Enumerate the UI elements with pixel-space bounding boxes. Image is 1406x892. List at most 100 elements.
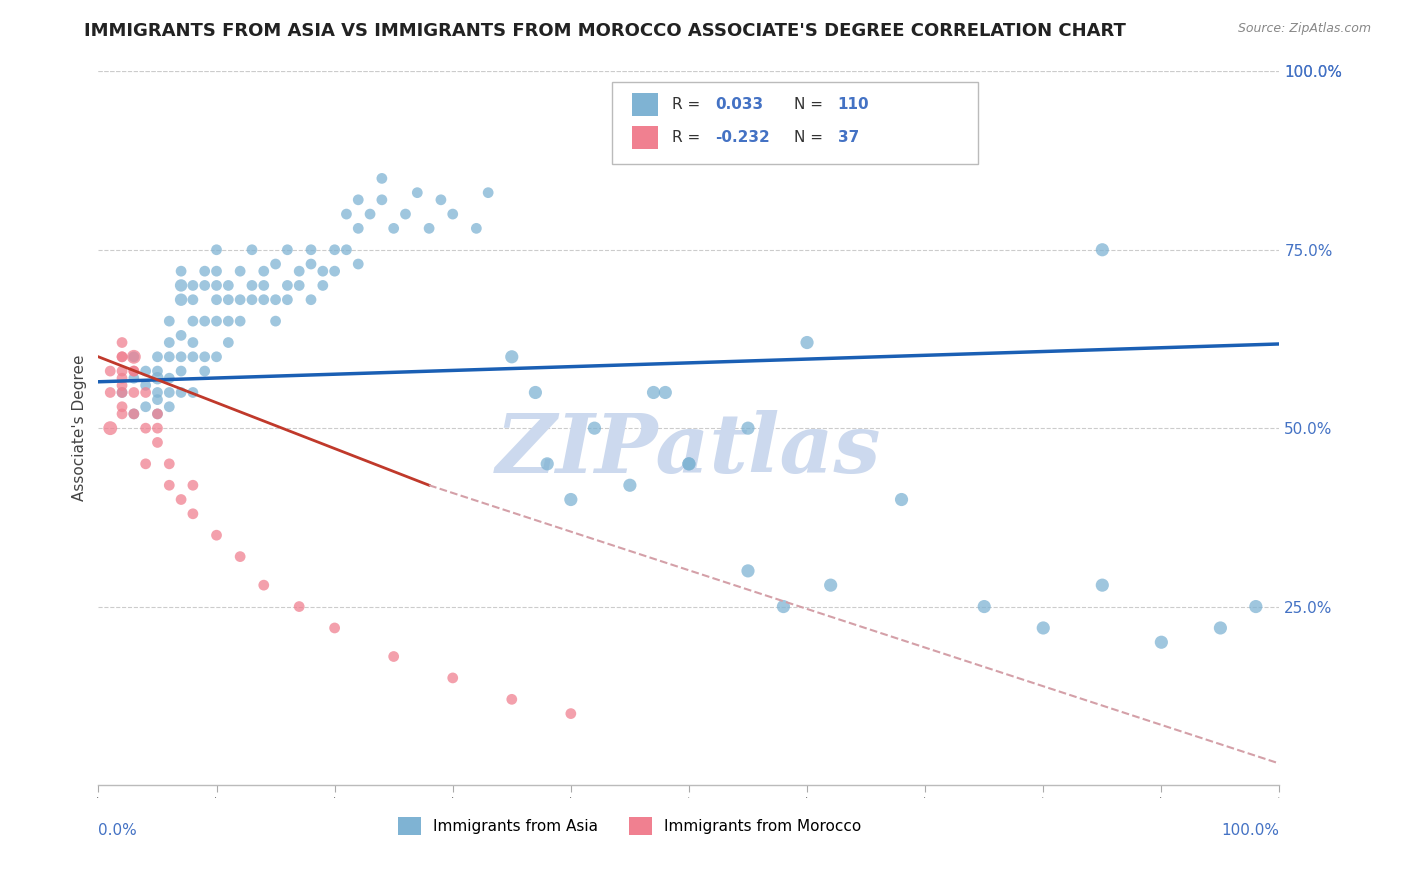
Point: [1244, 599, 1267, 614]
Point: [135, 421, 157, 435]
Point: [335, 207, 357, 221]
Point: [678, 457, 700, 471]
Point: [524, 385, 547, 400]
Point: [111, 378, 134, 392]
Point: [217, 278, 239, 293]
Point: [276, 278, 298, 293]
Point: [264, 314, 287, 328]
Point: [560, 492, 582, 507]
Point: [796, 335, 818, 350]
Point: [205, 293, 228, 307]
Point: [276, 243, 298, 257]
Text: 0.0%: 0.0%: [98, 823, 138, 838]
Point: [181, 385, 204, 400]
Point: [135, 457, 157, 471]
Point: [299, 293, 322, 307]
Point: [194, 264, 217, 278]
Text: IMMIGRANTS FROM ASIA VS IMMIGRANTS FROM MOROCCO ASSOCIATE'S DEGREE CORRELATION C: IMMIGRANTS FROM ASIA VS IMMIGRANTS FROM …: [83, 22, 1126, 40]
Text: N =: N =: [794, 130, 828, 145]
Legend: Immigrants from Asia, Immigrants from Morocco: Immigrants from Asia, Immigrants from Mo…: [392, 811, 868, 841]
Point: [890, 492, 912, 507]
Point: [253, 264, 276, 278]
FancyBboxPatch shape: [633, 93, 658, 116]
Point: [205, 278, 228, 293]
Point: [1032, 621, 1054, 635]
Point: [181, 507, 204, 521]
Text: 100.0%: 100.0%: [1222, 823, 1279, 838]
Point: [441, 671, 464, 685]
Point: [181, 478, 204, 492]
Point: [111, 385, 134, 400]
Point: [181, 293, 204, 307]
Point: [170, 293, 193, 307]
Point: [1209, 621, 1232, 635]
Point: [157, 314, 180, 328]
Point: [181, 278, 204, 293]
Text: R =: R =: [672, 130, 706, 145]
Point: [194, 350, 217, 364]
Point: [170, 264, 193, 278]
Point: [146, 392, 169, 407]
Point: [1150, 635, 1173, 649]
Point: [157, 371, 180, 385]
Point: [264, 293, 287, 307]
Point: [194, 364, 217, 378]
Point: [347, 221, 370, 235]
Point: [170, 278, 193, 293]
Point: [536, 457, 558, 471]
Point: [111, 407, 134, 421]
Point: [477, 186, 499, 200]
Point: [288, 599, 311, 614]
Point: [240, 293, 263, 307]
Point: [146, 407, 169, 421]
Point: [217, 335, 239, 350]
Point: [146, 435, 169, 450]
Point: [146, 421, 169, 435]
Point: [264, 257, 287, 271]
Point: [359, 207, 381, 221]
Point: [276, 293, 298, 307]
Point: [122, 364, 145, 378]
Point: [122, 385, 145, 400]
Point: [146, 385, 169, 400]
Point: [229, 314, 252, 328]
Point: [135, 364, 157, 378]
Point: [312, 264, 335, 278]
Point: [229, 293, 252, 307]
Point: [217, 314, 239, 328]
Point: [146, 350, 169, 364]
Point: [157, 350, 180, 364]
Point: [737, 421, 759, 435]
Point: [122, 407, 145, 421]
Text: ZIPatlas: ZIPatlas: [496, 409, 882, 490]
Point: [122, 407, 145, 421]
Point: [229, 549, 252, 564]
Point: [170, 364, 193, 378]
Point: [335, 243, 357, 257]
Point: [194, 278, 217, 293]
Point: [382, 221, 405, 235]
Text: -0.232: -0.232: [714, 130, 769, 145]
Point: [772, 599, 794, 614]
Point: [1091, 578, 1114, 592]
Point: [371, 193, 394, 207]
Point: [181, 350, 204, 364]
Point: [181, 335, 204, 350]
Point: [323, 621, 346, 635]
Point: [465, 221, 488, 235]
Point: [205, 314, 228, 328]
Point: [170, 385, 193, 400]
Point: [312, 278, 335, 293]
Point: [170, 492, 193, 507]
Point: [678, 457, 700, 471]
Point: [170, 328, 193, 343]
Point: [1091, 243, 1114, 257]
Point: [122, 371, 145, 385]
Point: [973, 599, 995, 614]
Point: [288, 278, 311, 293]
Point: [111, 350, 134, 364]
Point: [157, 335, 180, 350]
Point: [560, 706, 582, 721]
Point: [394, 207, 416, 221]
Point: [205, 350, 228, 364]
